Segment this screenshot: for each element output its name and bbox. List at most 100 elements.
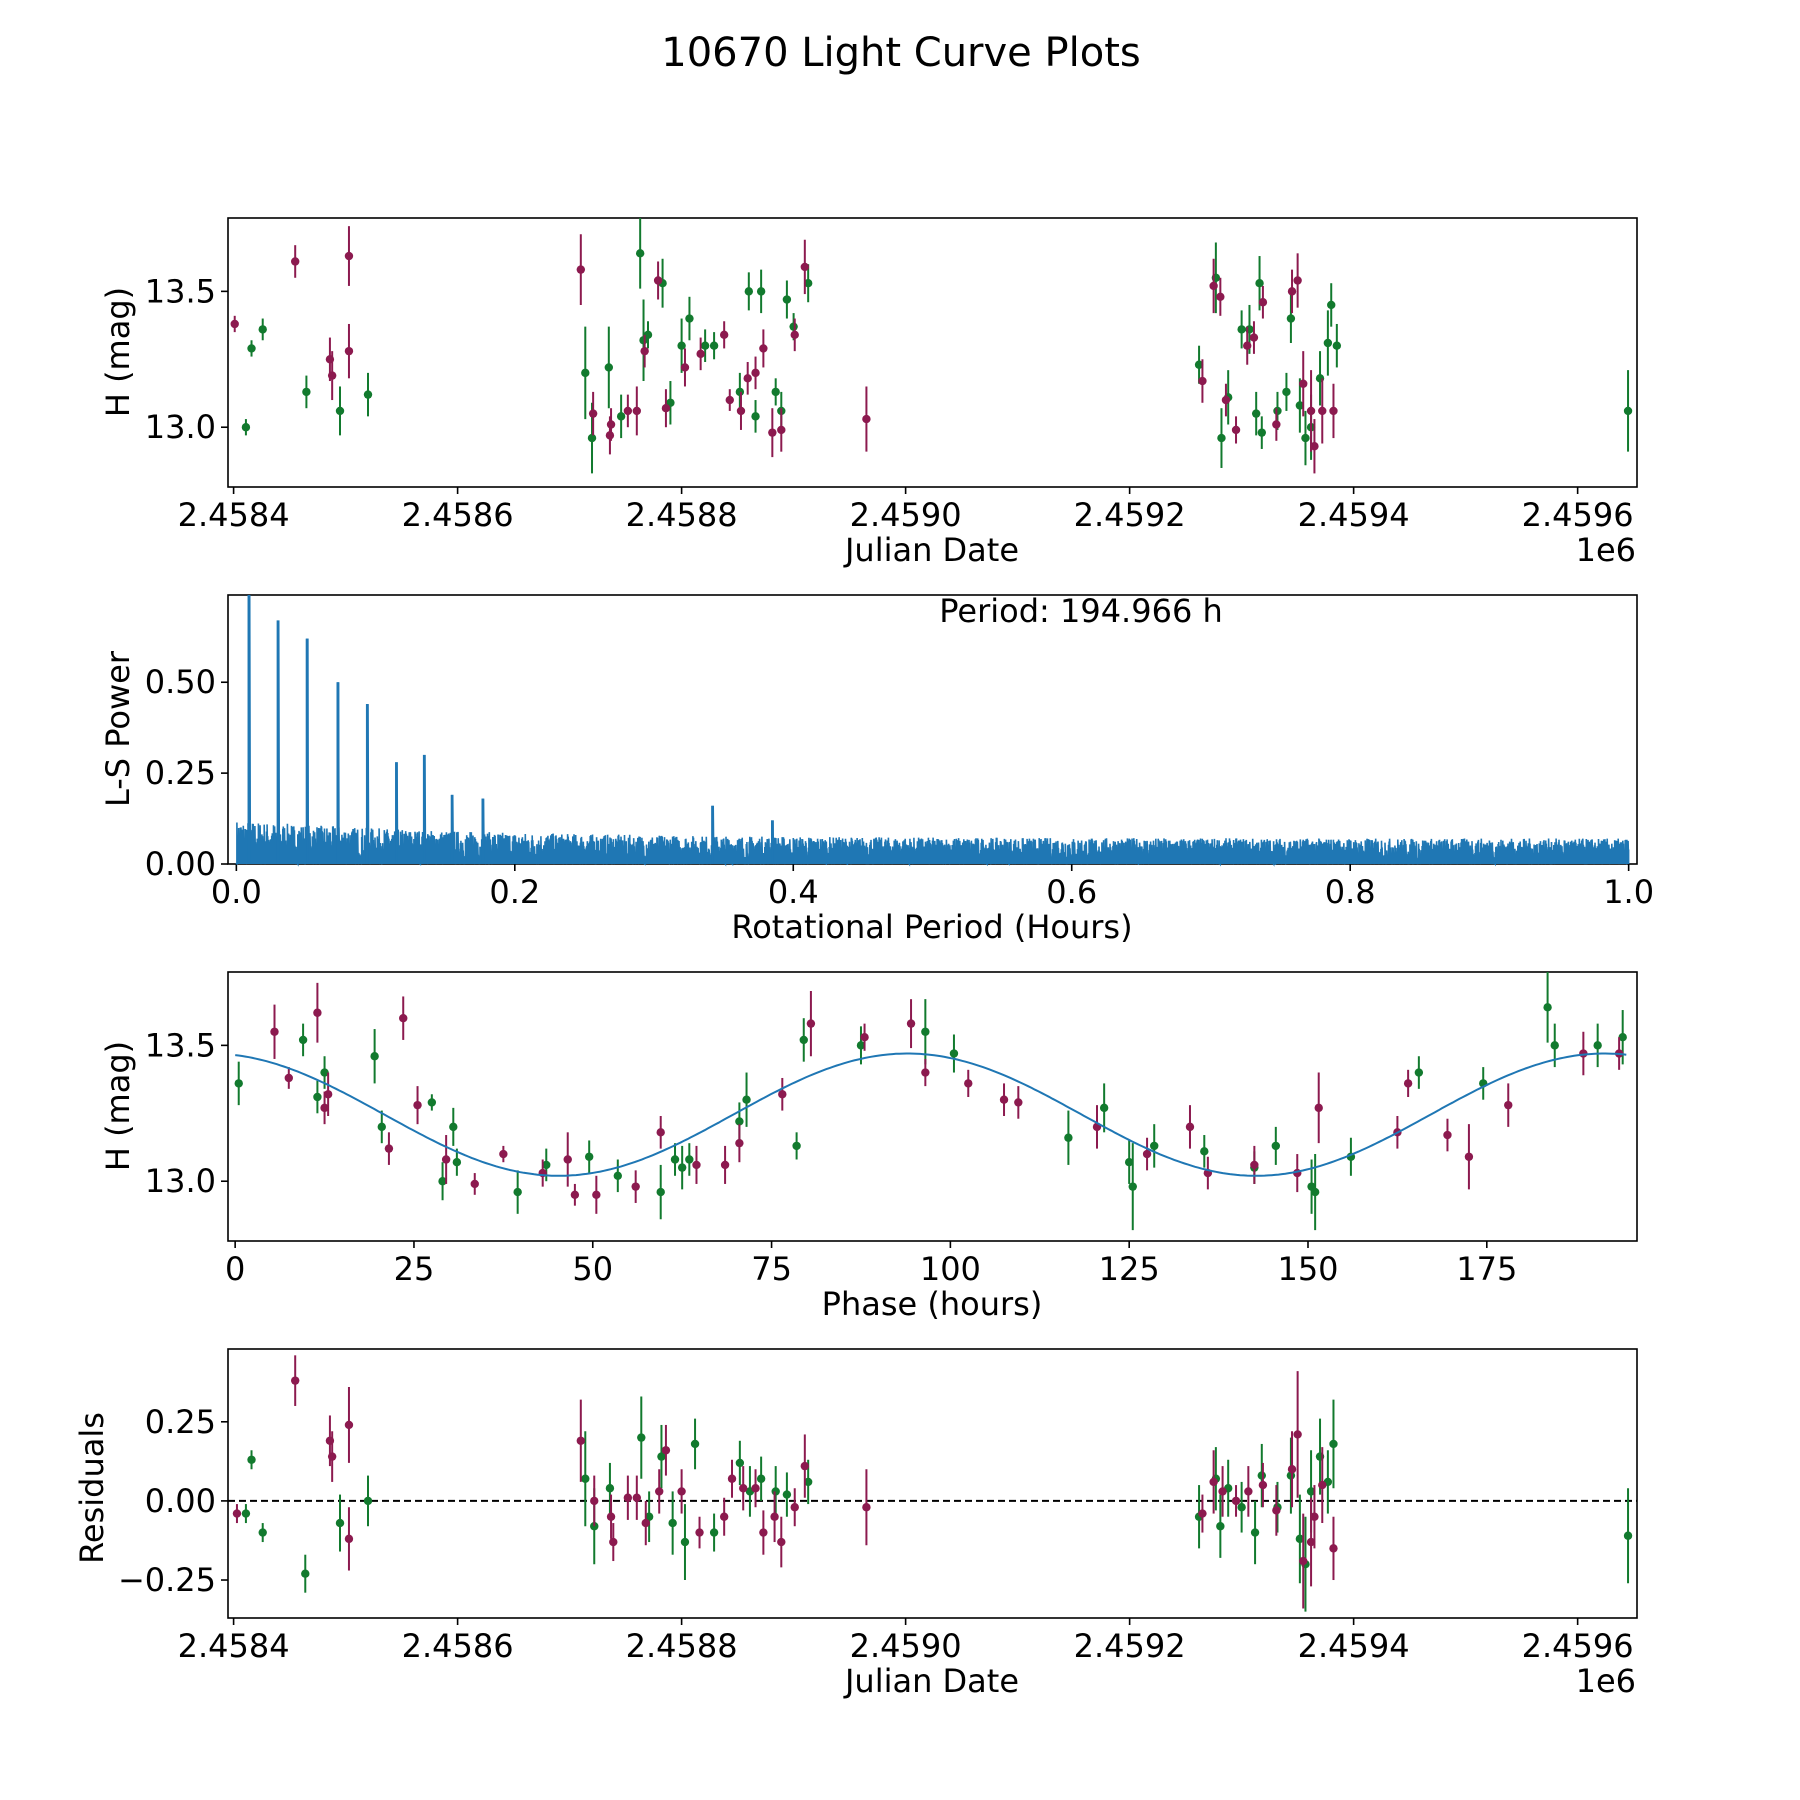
data-point [563, 1155, 572, 1164]
data-point [790, 330, 799, 340]
data-point [230, 319, 239, 329]
data-point [1064, 1133, 1073, 1142]
x-tick-label: 125 [1099, 1250, 1160, 1288]
data-point [335, 406, 345, 416]
data-point [234, 1079, 243, 1088]
data-point [1243, 341, 1252, 350]
x-tick-label: 0.8 [1325, 873, 1376, 911]
y-tick-label: 13.5 [145, 1026, 216, 1064]
data-point [258, 325, 267, 334]
data-point [999, 1095, 1009, 1104]
y-tick-label: 0.25 [145, 754, 216, 792]
data-point [413, 1100, 422, 1110]
data-point [363, 390, 373, 399]
y-tick-label: 0.50 [145, 663, 216, 701]
data-point [735, 1458, 745, 1468]
data-point [592, 1190, 601, 1200]
data-point [677, 341, 686, 350]
data-point [1414, 1068, 1424, 1077]
data-point [247, 1455, 256, 1464]
data-point [452, 1158, 462, 1167]
data-point [1209, 1477, 1218, 1487]
data-point [1306, 1537, 1316, 1547]
data-point [1250, 1528, 1260, 1537]
x-tick-label: 0.6 [1046, 873, 1097, 911]
figure-title: 10670 Light Curve Plots [661, 30, 1140, 76]
data-point [949, 1049, 959, 1058]
data-point [344, 1534, 354, 1544]
data-point [756, 287, 766, 296]
data-point [542, 1160, 551, 1170]
data-point [720, 1160, 730, 1170]
data-point [590, 1522, 599, 1531]
data-point [377, 1122, 386, 1132]
data-point [921, 1068, 930, 1077]
data-point [291, 1376, 300, 1385]
data-point [735, 1117, 744, 1126]
data-point [1231, 425, 1241, 435]
data-point [1255, 279, 1264, 288]
data-point [644, 1512, 654, 1521]
data-point [247, 344, 256, 353]
y-tick-label: 13.0 [145, 1162, 216, 1200]
data-point [1329, 406, 1338, 416]
data-point [800, 1461, 810, 1471]
data-point [1216, 292, 1225, 301]
lightcurve-xlabel: Julian Date [843, 531, 1019, 569]
data-point [1623, 1531, 1633, 1540]
data-point [399, 1013, 408, 1023]
x-tick-label: 2.4592 [1074, 496, 1186, 534]
data-point [427, 1098, 437, 1107]
data-point [743, 374, 752, 383]
data-point [640, 346, 649, 356]
x-tick-label: 0.0 [211, 873, 262, 911]
data-point [719, 1512, 729, 1521]
data-point [735, 1138, 744, 1148]
data-point [298, 1035, 308, 1045]
data-point [570, 1190, 580, 1200]
data-point [1593, 1041, 1602, 1050]
data-point [1314, 1103, 1323, 1113]
period-annotation: Period: 194.966 h [939, 592, 1223, 630]
data-point [370, 1052, 379, 1061]
data-point [581, 1474, 590, 1483]
x-tick-label: 2.4588 [626, 1627, 738, 1665]
data-point [631, 1182, 640, 1191]
data-point [1623, 406, 1633, 416]
data-point [1443, 1130, 1452, 1140]
data-point [1301, 433, 1310, 443]
data-point [1198, 376, 1207, 386]
data-point [616, 412, 626, 421]
data-point [792, 1141, 801, 1151]
data-point [655, 1487, 664, 1496]
data-point [1293, 1430, 1302, 1439]
data-point [690, 1439, 700, 1449]
lightcurve-ylabel: H (mag) [99, 287, 137, 417]
data-point [635, 249, 645, 258]
data-point [438, 1177, 447, 1186]
data-point [1293, 276, 1302, 285]
data-point [1318, 406, 1327, 416]
x-tick-label: 0.2 [489, 873, 540, 911]
x-tick-label: 2.4596 [1522, 496, 1634, 534]
data-point [680, 1537, 690, 1547]
data-point [1282, 387, 1291, 397]
data-point [759, 1528, 768, 1537]
x-tick-label: 2.4590 [850, 1627, 962, 1665]
data-point [751, 412, 760, 421]
data-point [576, 1436, 586, 1445]
data-point [1403, 1079, 1413, 1088]
data-point [782, 1490, 792, 1499]
data-point [1273, 406, 1282, 416]
data-point [692, 1160, 701, 1170]
data-point [449, 1122, 458, 1132]
data-point [777, 1537, 786, 1547]
data-point [499, 1149, 508, 1159]
x-tick-label: 2.4594 [1298, 496, 1410, 534]
data-point [921, 1027, 930, 1036]
data-point [1258, 298, 1268, 307]
series-green [241, 1396, 1633, 1612]
data-point [327, 371, 337, 380]
data-point [964, 1079, 973, 1088]
